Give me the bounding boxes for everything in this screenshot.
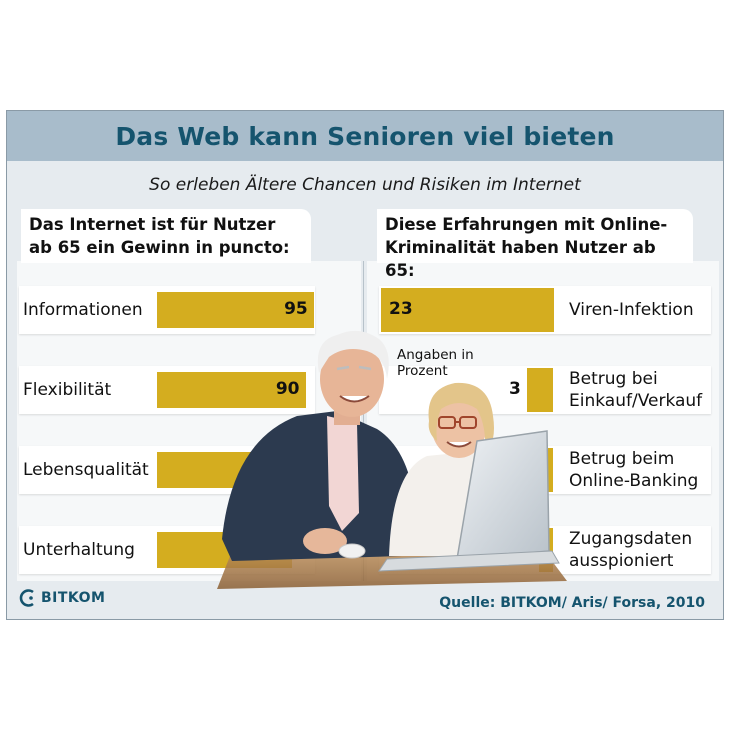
unit-note-line2: Prozent [397,363,448,379]
right-bar [539,528,553,572]
right-bar-value: 3 [509,379,521,399]
right-heading-line1: Diese Erfahrungen mit Online- [385,215,668,234]
right-category-label: Betrug bei Einkauf/Verkauf [569,368,702,412]
right-bar-value: 23 [389,299,413,319]
right-category-label-line: Online-Banking [569,471,699,491]
left-panel-heading: Das Internet ist für Nutzer ab 65 ein Ge… [21,209,311,263]
bitkom-logo: BITKOM [19,589,105,607]
right-category-label-line: Zugangsdaten [569,529,693,549]
title-bar: Das Web kann Senioren viel bieten [7,111,723,161]
left-bar-value: 86 [269,459,293,479]
bitkom-logo-text: BITKOM [41,590,106,606]
right-panel-heading: Diese Erfahrungen mit Online- Kriminalit… [377,209,693,280]
panel-divider [363,261,364,581]
right-bar [533,448,553,492]
left-bar-value: 90 [275,379,300,399]
unit-note: Angaben in Prozent [397,347,474,379]
bitkom-logo-icon [19,589,34,607]
chart-subtitle: So erleben Ältere Chancen und Risiken im… [149,175,581,195]
right-category-label: Zugangsdaten ausspioniert [569,528,692,572]
left-bar-value: 82 [262,539,287,559]
right-category-label-line: Einkauf/Verkauf [569,391,703,411]
left-category-label: Unterhaltung [23,540,135,560]
right-bar [527,368,553,412]
right-category-label: Betrug beim Online-Banking [569,448,698,492]
chart-title: Das Web kann Senioren viel bieten [115,121,615,151]
left-heading-line2: ab 65 ein Gewinn in puncto: [29,238,290,257]
right-bar-value: 1 [521,539,533,559]
right-category-label-line: Betrug beim [569,449,675,469]
source-note: Quelle: BITKOM/ Aris/ Forsa, 2010 [439,595,705,611]
right-heading-line2: Kriminalität haben Nutzer ab 65: [385,238,656,280]
left-bar-value: 95 [284,299,308,319]
right-category-label-line: Viren-Infektion [569,300,694,320]
right-bar [381,288,554,332]
left-bar [157,372,306,408]
infographic-frame: Das Web kann Senioren viel bieten So erl… [6,110,724,620]
unit-note-line1: Angaben in [397,347,474,363]
right-category-label: Viren-Infektion [569,299,694,321]
left-heading-line1: Das Internet ist für Nutzer [29,215,276,234]
left-bar [157,292,314,328]
left-category-label: Informationen [23,300,143,320]
right-category-label-line: Betrug bei [569,369,658,389]
right-bar-value: 2 [515,459,527,479]
left-category-label: Flexibilität [23,380,112,400]
left-category-label: Lebensqualität [23,460,149,480]
right-category-label-line: ausspioniert [569,551,674,571]
